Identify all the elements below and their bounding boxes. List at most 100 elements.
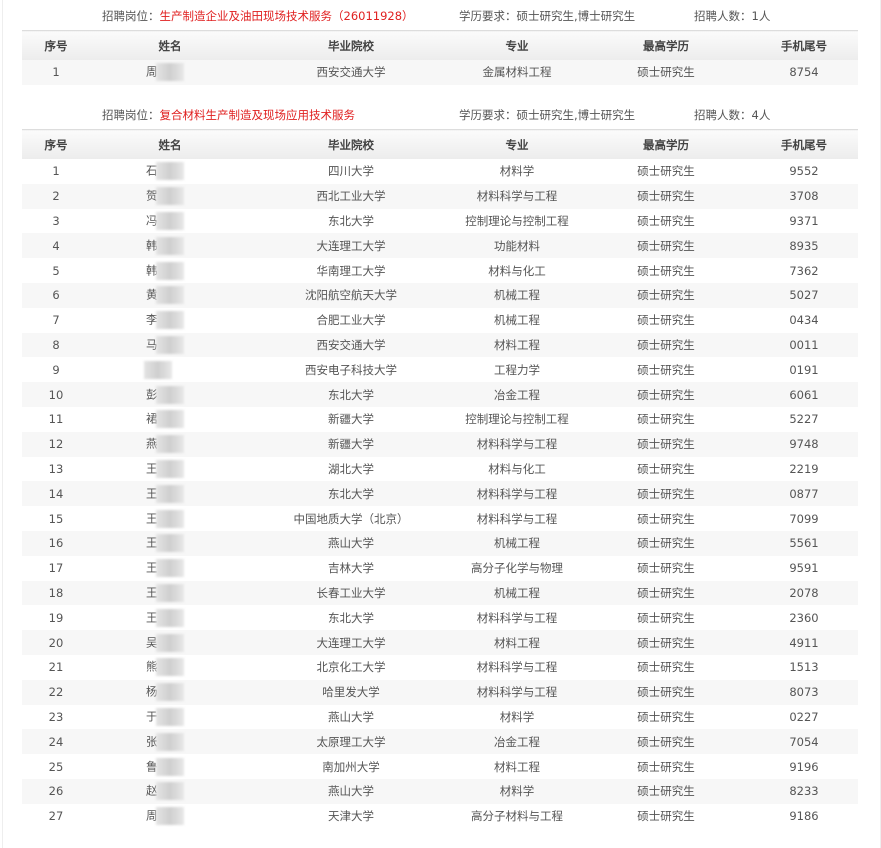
col-phone-cell: 7099 bbox=[789, 511, 819, 526]
edu-label: 学历要求： bbox=[459, 9, 517, 23]
col-index-cell: 1 bbox=[22, 60, 90, 85]
col-phone-cell: 5227 bbox=[789, 412, 819, 427]
name-visible-part: 韩 bbox=[146, 238, 158, 253]
col-major-cell: 材料与化工 bbox=[488, 263, 546, 278]
name-blur-mask bbox=[155, 484, 184, 503]
col-school-cell: 新疆大学 bbox=[328, 412, 374, 427]
col-degree-cell: 硕士研究生 bbox=[582, 282, 750, 308]
name-blur-mask bbox=[155, 658, 184, 677]
col-degree-cell: 硕士研究生 bbox=[637, 809, 695, 824]
count-value: 4人 bbox=[751, 108, 771, 122]
masked-name: 石 bbox=[146, 162, 194, 181]
col-degree-cell: 硕士研究生 bbox=[582, 580, 750, 606]
masked-name: 王 bbox=[146, 509, 194, 528]
name-visible-part: 赵 bbox=[146, 783, 158, 798]
name-blur-mask bbox=[155, 410, 184, 429]
col-index-cell: 23 bbox=[48, 709, 64, 724]
col-name-cell: 韩 bbox=[90, 233, 250, 259]
col-phone-cell: 7362 bbox=[789, 263, 819, 278]
name-visible-part: 张 bbox=[146, 734, 158, 749]
edu-value: 硕士研究生,博士研究生 bbox=[516, 108, 636, 122]
post-name: 复合材料生产制造及现场应用技术服务 bbox=[159, 108, 356, 122]
col-degree-cell: 硕士研究生 bbox=[582, 630, 750, 655]
col-school-cell: 新疆大学 bbox=[250, 431, 452, 457]
col-phone-cell: 2219 bbox=[789, 461, 819, 476]
col-name-cell: 燕 bbox=[90, 431, 250, 457]
count-label: 招聘人数： bbox=[694, 9, 752, 23]
col-phone-cell: 0227 bbox=[789, 709, 819, 724]
col-name-cell: 熊 bbox=[90, 655, 250, 680]
col-name-cell: 石 bbox=[90, 159, 250, 184]
col-major-cell: 功能材料 bbox=[452, 233, 582, 259]
name-visible-part: 王 bbox=[146, 461, 158, 476]
col-index-cell: 17 bbox=[48, 561, 64, 576]
col-phone-cell: 7054 bbox=[750, 729, 858, 755]
name-visible-part: 马 bbox=[146, 337, 158, 352]
masked-name: 裙 bbox=[146, 410, 194, 429]
col-name-cell: 赵 bbox=[90, 778, 250, 804]
masked-name: 王 bbox=[146, 534, 194, 553]
col-phone-cell: 1513 bbox=[789, 660, 819, 675]
col-index-cell: 27 bbox=[48, 809, 64, 824]
header-col-name: 姓名 bbox=[90, 129, 250, 159]
col-major-cell: 机械工程 bbox=[452, 282, 582, 308]
table-row: 5 韩 华南理工大学 材料与化工 硕士研究生 7362 bbox=[22, 258, 858, 283]
education-requirement: 学历要求：硕士研究生,博士研究生 bbox=[459, 8, 635, 24]
col-degree-cell: 硕士研究生 bbox=[582, 233, 750, 259]
col-phone-cell: 3708 bbox=[750, 183, 858, 209]
name-blur-mask bbox=[155, 335, 184, 354]
candidate-table: 序号 姓名 毕业院校 专业 最高学历 手机尾号 1 周 西安交通大学 金属材料工程 硕士研究生 87… bbox=[22, 30, 858, 85]
education-requirement: 学历要求：硕士研究生,博士研究生 bbox=[459, 107, 635, 123]
col-phone-cell: 9591 bbox=[789, 561, 819, 576]
name-visible-part: 李 bbox=[146, 312, 158, 327]
header-col-index: 序号 bbox=[22, 129, 90, 159]
table-row: 2 贺 西北工业大学 材料科学与工程 硕士研究生 3708 bbox=[22, 183, 858, 209]
col-school-cell: 西北工业大学 bbox=[250, 183, 452, 209]
table-row: 1 石 四川大学 材料学 硕士研究生 9552 bbox=[22, 159, 858, 184]
col-degree-cell: 硕士研究生 bbox=[582, 481, 750, 507]
col-major-cell: 材料工程 bbox=[494, 759, 540, 774]
masked-name: 彭 bbox=[146, 385, 194, 404]
col-name-cell: 于 bbox=[90, 705, 250, 730]
col-degree-cell: 硕士研究生 bbox=[637, 660, 695, 675]
col-school-cell: 中国地质大学（北京） bbox=[293, 511, 409, 526]
table-row: 21 熊 北京化工大学 材料科学与工程 硕士研究生 1513 bbox=[22, 655, 858, 680]
col-phone-cell: 0011 bbox=[750, 332, 858, 358]
masked-name: 鲁 bbox=[146, 757, 194, 776]
recruit-count: 招聘人数：1人 bbox=[694, 8, 770, 24]
masked-name: 韩 bbox=[146, 236, 194, 255]
header-col-phone: 手机尾号 bbox=[750, 30, 858, 60]
col-name-cell: 杨 bbox=[90, 679, 250, 705]
col-phone-cell: 8233 bbox=[750, 778, 858, 804]
masked-name: 王 bbox=[146, 459, 194, 478]
masked-name: 于 bbox=[146, 707, 194, 726]
table-row: 7 李 合肥工业大学 机械工程 硕士研究生 0434 bbox=[22, 308, 858, 333]
col-major-cell: 材料科学与工程 bbox=[476, 660, 558, 675]
col-school-cell: 燕山大学 bbox=[250, 530, 452, 556]
col-phone-cell: 8754 bbox=[750, 60, 858, 85]
table-row: 17 王 吉林大学 高分子化学与物理 硕士研究生 9591 bbox=[22, 556, 858, 581]
col-major-cell: 材料科学与工程 bbox=[452, 679, 582, 705]
name-visible-part: 石 bbox=[146, 163, 158, 178]
col-phone-cell: 0434 bbox=[789, 313, 819, 328]
col-major-cell: 材料科学与工程 bbox=[476, 610, 558, 625]
col-index-cell: 26 bbox=[22, 778, 90, 804]
col-name-cell: 黄 bbox=[90, 282, 250, 308]
col-index-cell: 18 bbox=[22, 580, 90, 606]
name-blur-mask bbox=[155, 782, 184, 801]
col-index-cell: 20 bbox=[22, 630, 90, 655]
post-section-1: 招聘岗位：生产制造企业及油田现场技术服务（26011928） 学历要求：硕士研究… bbox=[22, 0, 858, 85]
name-blur-mask bbox=[155, 559, 184, 578]
col-phone-cell: 5027 bbox=[750, 282, 858, 308]
masked-name: 韩 bbox=[146, 261, 194, 280]
col-index-cell: 2 bbox=[22, 183, 90, 209]
col-school-cell: 沈阳航空航天大学 bbox=[250, 282, 452, 308]
col-index-cell: 12 bbox=[22, 431, 90, 457]
col-index-cell: 7 bbox=[52, 313, 60, 328]
name-blur-mask bbox=[155, 608, 184, 627]
masked-name: 李 bbox=[146, 311, 194, 330]
name-visible-part: 韩 bbox=[146, 263, 158, 278]
name-blur-mask bbox=[155, 286, 184, 305]
col-name-cell bbox=[90, 357, 250, 382]
col-phone-cell: 9196 bbox=[789, 759, 819, 774]
